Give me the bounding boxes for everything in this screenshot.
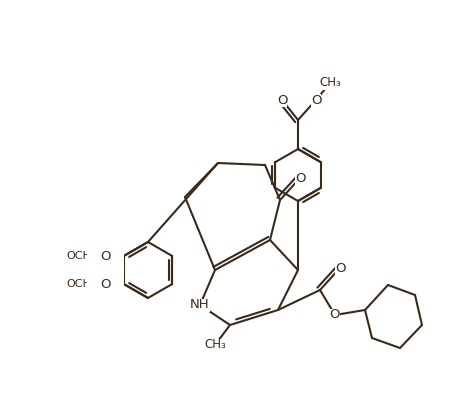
Text: NH: NH <box>190 298 210 311</box>
Text: O: O <box>311 94 321 107</box>
Text: O: O <box>101 278 111 291</box>
Text: CH₃: CH₃ <box>319 77 341 90</box>
Text: OCH₃: OCH₃ <box>66 279 96 289</box>
Text: OCH₃: OCH₃ <box>66 251 96 261</box>
Text: O: O <box>335 262 345 274</box>
Text: CH₃: CH₃ <box>204 339 226 352</box>
Text: O: O <box>295 171 305 184</box>
Text: O: O <box>277 94 287 107</box>
Text: O: O <box>101 249 111 263</box>
Text: O: O <box>330 309 340 322</box>
